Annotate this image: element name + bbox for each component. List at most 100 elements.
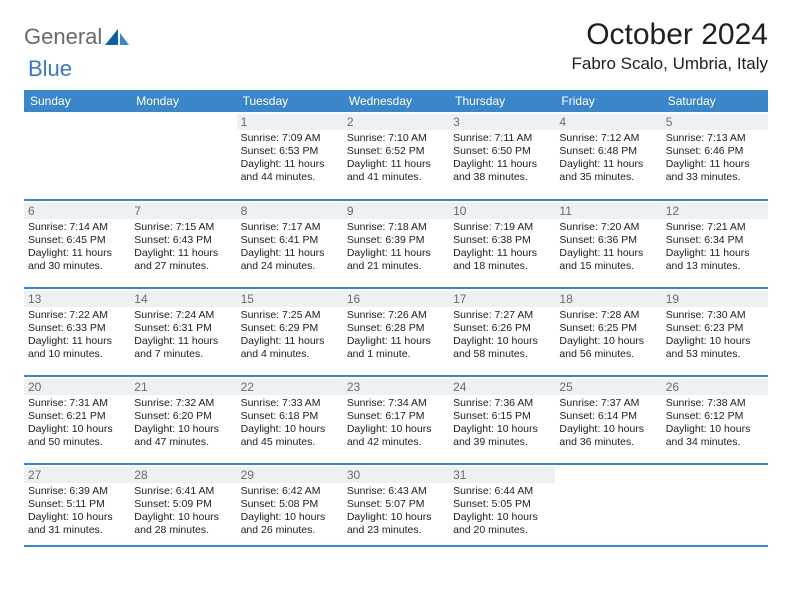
week-row: 1Sunrise: 7:09 AMSunset: 6:53 PMDaylight… bbox=[24, 112, 768, 200]
day-number: 22 bbox=[237, 379, 343, 395]
day-number: 15 bbox=[237, 291, 343, 307]
day-cell: 6 Sunrise: 7:14 AMSunset: 6:45 PMDaylight… bbox=[24, 200, 130, 288]
day-cell: 14Sunrise: 7:24 AMSunset: 6:31 PMDayligh… bbox=[130, 288, 236, 376]
day-cell: 4Sunrise: 7:12 AMSunset: 6:48 PMDaylight… bbox=[555, 112, 661, 200]
day-info: Sunrise: 7:10 AMSunset: 6:52 PMDaylight:… bbox=[347, 132, 445, 185]
location: Fabro Scalo, Umbria, Italy bbox=[571, 54, 768, 74]
dow-header-row: Sunday Monday Tuesday Wednesday Thursday… bbox=[24, 90, 768, 112]
day-cell: 22 Sunrise: 7:33 AMSunset: 6:18 PMDayligh… bbox=[237, 376, 343, 464]
day-info: Sunrise: 7:30 AMSunset: 6:23 PMDaylight:… bbox=[666, 309, 764, 362]
day-cell: 11 Sunrise: 7:20 AMSunset: 6:36 PMDayligh… bbox=[555, 200, 661, 288]
day-info: Sunrise: 7:37 AMSunset: 6:14 PMDaylight:… bbox=[559, 397, 657, 450]
day-cell: 19 Sunrise: 7:30 AMSunset: 6:23 PMDayligh… bbox=[662, 288, 768, 376]
dow-mon: Monday bbox=[130, 90, 236, 112]
day-number: 31 bbox=[449, 467, 555, 483]
day-info: Sunrise: 7:33 AMSunset: 6:18 PMDaylight:… bbox=[241, 397, 339, 450]
day-cell: 2 Sunrise: 7:10 AMSunset: 6:52 PMDaylight… bbox=[343, 112, 449, 200]
day-info: Sunrise: 7:09 AMSunset: 6:53 PMDaylight:… bbox=[241, 132, 339, 185]
day-cell: 17Sunrise: 7:27 AMSunset: 6:26 PMDayligh… bbox=[449, 288, 555, 376]
day-info: Sunrise: 7:26 AMSunset: 6:28 PMDaylight:… bbox=[347, 309, 445, 362]
logo-sail-icon bbox=[104, 28, 130, 46]
day-number: 16 bbox=[343, 291, 449, 307]
day-info: Sunrise: 6:44 AMSunset: 5:05 PMDaylight:… bbox=[453, 485, 551, 538]
day-cell: 30 Sunrise: 6:43 AMSunset: 5:07 PMDayligh… bbox=[343, 464, 449, 546]
day-cell: 23Sunrise: 7:34 AMSunset: 6:17 PMDayligh… bbox=[343, 376, 449, 464]
dow-sun: Sunday bbox=[24, 90, 130, 112]
day-info: Sunrise: 7:31 AMSunset: 6:21 PMDaylight:… bbox=[28, 397, 126, 450]
day-info: Sunrise: 7:27 AMSunset: 6:26 PMDaylight:… bbox=[453, 309, 551, 362]
day-number: 23 bbox=[343, 379, 449, 395]
day-cell: 26Sunrise: 7:38 AMSunset: 6:12 PMDayligh… bbox=[662, 376, 768, 464]
day-info: Sunrise: 7:18 AMSunset: 6:39 PMDaylight:… bbox=[347, 221, 445, 274]
day-info: Sunrise: 7:32 AMSunset: 6:20 PMDaylight:… bbox=[134, 397, 232, 450]
day-number: 21 bbox=[130, 379, 236, 395]
week-row: 20 Sunrise: 7:31 AMSunset: 6:21 PMDayligh… bbox=[24, 376, 768, 464]
day-info: Sunrise: 6:43 AMSunset: 5:07 PMDaylight:… bbox=[347, 485, 445, 538]
day-number: 13 bbox=[24, 291, 130, 307]
month-title: October 2024 bbox=[571, 18, 768, 52]
dow-fri: Friday bbox=[555, 90, 661, 112]
week-row: 27Sunrise: 6:39 AMSunset: 5:11 PMDayligh… bbox=[24, 464, 768, 546]
day-cell: 29 Sunrise: 6:42 AMSunset: 5:08 PMDayligh… bbox=[237, 464, 343, 546]
day-info: Sunrise: 7:36 AMSunset: 6:15 PMDaylight:… bbox=[453, 397, 551, 450]
day-cell: 13 Sunrise: 7:22 AMSunset: 6:33 PMDayligh… bbox=[24, 288, 130, 376]
day-cell: 7 Sunrise: 7:15 AMSunset: 6:43 PMDaylight… bbox=[130, 200, 236, 288]
day-number: 6 bbox=[24, 203, 130, 219]
day-number: 20 bbox=[24, 379, 130, 395]
day-info: Sunrise: 6:42 AMSunset: 5:08 PMDaylight:… bbox=[241, 485, 339, 538]
dow-wed: Wednesday bbox=[343, 90, 449, 112]
title-block: October 2024 Fabro Scalo, Umbria, Italy bbox=[571, 18, 768, 74]
day-info: Sunrise: 7:25 AMSunset: 6:29 PMDaylight:… bbox=[241, 309, 339, 362]
day-number: 27 bbox=[24, 467, 130, 483]
day-number: 11 bbox=[555, 203, 661, 219]
day-info: Sunrise: 7:20 AMSunset: 6:36 PMDaylight:… bbox=[559, 221, 657, 274]
day-number: 24 bbox=[449, 379, 555, 395]
day-info: Sunrise: 7:15 AMSunset: 6:43 PMDaylight:… bbox=[134, 221, 232, 274]
day-cell bbox=[130, 112, 236, 200]
day-number: 12 bbox=[662, 203, 768, 219]
day-cell: 1Sunrise: 7:09 AMSunset: 6:53 PMDaylight… bbox=[237, 112, 343, 200]
dow-sat: Saturday bbox=[662, 90, 768, 112]
day-cell: 25Sunrise: 7:37 AMSunset: 6:14 PMDayligh… bbox=[555, 376, 661, 464]
day-cell: 8 Sunrise: 7:17 AMSunset: 6:41 PMDaylight… bbox=[237, 200, 343, 288]
day-info: Sunrise: 7:22 AMSunset: 6:33 PMDaylight:… bbox=[28, 309, 126, 362]
day-number: 18 bbox=[555, 291, 661, 307]
day-cell: 15 Sunrise: 7:25 AMSunset: 6:29 PMDayligh… bbox=[237, 288, 343, 376]
day-info: Sunrise: 7:13 AMSunset: 6:46 PMDaylight:… bbox=[666, 132, 764, 185]
day-cell bbox=[662, 464, 768, 546]
day-info: Sunrise: 7:17 AMSunset: 6:41 PMDaylight:… bbox=[241, 221, 339, 274]
day-cell: 21 Sunrise: 7:32 AMSunset: 6:20 PMDayligh… bbox=[130, 376, 236, 464]
day-info: Sunrise: 7:24 AMSunset: 6:31 PMDaylight:… bbox=[134, 309, 232, 362]
day-cell: 12 Sunrise: 7:21 AMSunset: 6:34 PMDayligh… bbox=[662, 200, 768, 288]
day-cell: 24 Sunrise: 7:36 AMSunset: 6:15 PMDayligh… bbox=[449, 376, 555, 464]
logo: General bbox=[24, 24, 132, 50]
day-number: 4 bbox=[555, 114, 661, 130]
day-number: 7 bbox=[130, 203, 236, 219]
week-row: 13 Sunrise: 7:22 AMSunset: 6:33 PMDayligh… bbox=[24, 288, 768, 376]
day-number: 19 bbox=[662, 291, 768, 307]
day-number: 3 bbox=[449, 114, 555, 130]
day-number: 29 bbox=[237, 467, 343, 483]
day-cell: 16 Sunrise: 7:26 AMSunset: 6:28 PMDayligh… bbox=[343, 288, 449, 376]
calendar-table: Sunday Monday Tuesday Wednesday Thursday… bbox=[24, 90, 768, 547]
day-info: Sunrise: 7:14 AMSunset: 6:45 PMDaylight:… bbox=[28, 221, 126, 274]
day-info: Sunrise: 7:21 AMSunset: 6:34 PMDaylight:… bbox=[666, 221, 764, 274]
logo-text-general: General bbox=[24, 24, 102, 50]
day-cell: 18Sunrise: 7:28 AMSunset: 6:25 PMDayligh… bbox=[555, 288, 661, 376]
day-number: 28 bbox=[130, 467, 236, 483]
dow-thu: Thursday bbox=[449, 90, 555, 112]
day-number: 5 bbox=[662, 114, 768, 130]
day-number: 8 bbox=[237, 203, 343, 219]
day-number: 9 bbox=[343, 203, 449, 219]
day-cell: 31 Sunrise: 6:44 AMSunset: 5:05 PMDayligh… bbox=[449, 464, 555, 546]
day-cell: 3Sunrise: 7:11 AMSunset: 6:50 PMDaylight… bbox=[449, 112, 555, 200]
dow-tue: Tuesday bbox=[237, 90, 343, 112]
day-number: 26 bbox=[662, 379, 768, 395]
day-cell: 5 Sunrise: 7:13 AMSunset: 6:46 PMDaylight… bbox=[662, 112, 768, 200]
day-cell: 20 Sunrise: 7:31 AMSunset: 6:21 PMDayligh… bbox=[24, 376, 130, 464]
day-number: 30 bbox=[343, 467, 449, 483]
day-info: Sunrise: 6:41 AMSunset: 5:09 PMDaylight:… bbox=[134, 485, 232, 538]
day-cell: 28 Sunrise: 6:41 AMSunset: 5:09 PMDayligh… bbox=[130, 464, 236, 546]
day-number: 2 bbox=[343, 114, 449, 130]
logo-text-blue: Blue bbox=[28, 56, 72, 82]
